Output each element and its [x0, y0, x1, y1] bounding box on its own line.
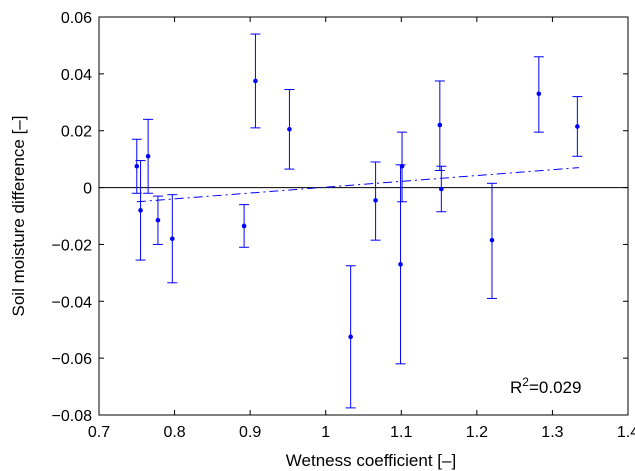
- r-squared-prefix: R: [510, 378, 522, 397]
- y-tick-labels: −0.08 −0.06 −0.04 −0.02 0 0.02 0.04 0.06: [52, 10, 93, 425]
- r-squared-superscript: 2: [522, 375, 529, 389]
- error-bar-point: [533, 56, 544, 133]
- error-bar-point: [345, 265, 356, 409]
- y-tick-label: −0.04: [52, 294, 93, 311]
- data-point: [373, 198, 378, 203]
- error-bar-point: [370, 161, 381, 241]
- data-point: [575, 124, 580, 129]
- data-point: [241, 223, 247, 229]
- y-axis-label: Soil moisture difference [–]: [9, 116, 28, 317]
- x-tick-label: 1.3: [541, 424, 563, 441]
- r-squared-value: =0.029: [529, 378, 581, 397]
- data-point: [536, 91, 542, 97]
- plot-background: [99, 17, 628, 415]
- x-tick-label: 1.2: [466, 424, 488, 441]
- x-tick-label: 1.1: [390, 424, 412, 441]
- data-point: [155, 217, 161, 223]
- error-bar-point: [397, 131, 408, 203]
- y-tick-label: −0.06: [52, 351, 93, 368]
- data-point: [170, 236, 175, 242]
- data-point: [439, 186, 444, 192]
- data-point: [437, 122, 443, 128]
- data-point: [138, 208, 143, 213]
- data-point: [253, 78, 258, 84]
- data-series: [131, 33, 583, 409]
- data-point: [145, 154, 151, 159]
- error-bar-point: [143, 118, 154, 194]
- trend-line: [136, 167, 579, 203]
- error-bar-point: [135, 160, 146, 261]
- data-point: [287, 126, 292, 132]
- y-tick-label: −0.02: [52, 237, 93, 254]
- r-squared-annotation: R2=0.029: [510, 375, 581, 397]
- axes: [98, 16, 629, 416]
- error-bar-point: [250, 33, 261, 129]
- x-tick-label: 0.8: [163, 424, 185, 441]
- axes-frame: [98, 16, 629, 416]
- x-tick-label: 1.4: [617, 424, 635, 441]
- error-bar-point: [436, 165, 447, 213]
- error-bar-point: [572, 96, 583, 157]
- error-bar-point: [486, 182, 497, 299]
- y-tick-label: 0.06: [61, 10, 92, 27]
- x-tick-labels: 0.7 0.8 0.9 1 1.1 1.2 1.3 1.4: [88, 424, 635, 441]
- x-tick-label: 0.9: [239, 424, 261, 441]
- x-tick-label: 1: [321, 424, 330, 441]
- data-point: [398, 262, 403, 267]
- data-point: [399, 163, 405, 169]
- data-point: [134, 163, 140, 169]
- y-tick-label: 0: [83, 181, 92, 198]
- error-bar-point: [152, 195, 163, 245]
- y-tick-label: −0.08: [52, 408, 93, 425]
- error-bar-point: [284, 88, 295, 170]
- data-point: [348, 334, 353, 340]
- x-tick-label: 0.7: [88, 424, 110, 441]
- plot-area: [99, 17, 628, 415]
- error-bar-point: [167, 194, 178, 284]
- data-point: [489, 237, 495, 243]
- error-bar-point: [434, 80, 445, 172]
- y-tick-label: 0.04: [61, 67, 92, 84]
- error-bar-point: [239, 204, 250, 248]
- y-tick-label: 0.02: [61, 124, 92, 141]
- x-axis-label: Wetness coefficient [–]: [286, 451, 456, 470]
